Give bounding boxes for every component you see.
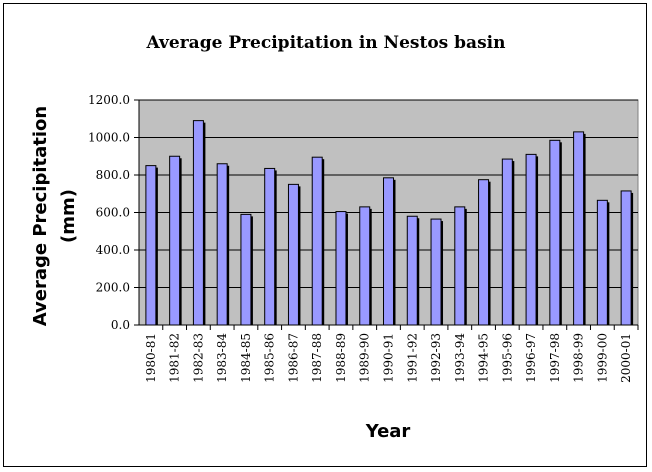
chart-title: Average Precipitation in Nestos basin [146, 33, 506, 53]
x-tick-label: 1982-83 [191, 333, 205, 383]
x-tick-label: 1984-85 [239, 333, 253, 383]
bar-1992-93 [430, 218, 442, 326]
y-axis-title-line2: (mm) [58, 189, 79, 243]
bar-1995-96 [501, 158, 513, 326]
bar-1997-98 [549, 139, 561, 326]
bar-2000-01 [620, 190, 632, 326]
plot-area: 0.0 200.0 400.0 600.0 800.0 1000.0 1200.0 1980-… [88, 93, 639, 383]
x-tick-label: 1985-86 [263, 333, 277, 383]
x-tick-label: 1992-93 [429, 333, 443, 383]
x-tick-label: 1987-88 [310, 333, 324, 383]
y-tick-label: 0.0 [111, 318, 130, 332]
y-tick-label: 200.0 [96, 281, 130, 295]
bar-1999-00 [596, 199, 608, 326]
y-tick-label: 800.0 [96, 168, 130, 182]
bar-1986-87 [287, 183, 299, 326]
x-tick-label: 1999-00 [595, 333, 609, 383]
bar-1996-97 [525, 153, 537, 326]
y-tick-label: 1000.0 [88, 131, 130, 145]
bar-1989-90 [359, 206, 371, 326]
bar-1990-91 [383, 177, 394, 326]
x-tick-label: 1990-91 [382, 333, 396, 383]
x-tick-label: 1991-92 [405, 333, 419, 383]
x-tick-label: 1996-97 [524, 333, 538, 383]
x-tick-label: 1994-95 [477, 333, 491, 383]
y-tick-label: 1200.0 [88, 93, 130, 107]
bar-1983-84 [216, 163, 228, 326]
bar-1994-95 [478, 179, 490, 326]
y-axis-title-line1: Average Precipitation [30, 106, 51, 327]
bar-1985-86 [264, 167, 276, 326]
bar-1993-94 [454, 206, 466, 326]
bar-1998-99 [573, 131, 585, 326]
bar-1991-92 [406, 215, 418, 326]
bar-1987-88 [311, 156, 323, 326]
x-tick-label: 1980-81 [144, 333, 158, 383]
x-tick-label: 1983-84 [215, 333, 229, 383]
bar-1981-82 [169, 155, 181, 326]
bar-1988-89 [335, 211, 347, 326]
x-tick-label: 1998-99 [572, 333, 586, 383]
bar-1982-83 [192, 120, 204, 326]
x-tick-label: 1988-89 [334, 333, 348, 383]
x-axis-title: Year [365, 421, 411, 442]
bar-1980-81 [145, 165, 157, 326]
x-tick-label: 1989-90 [358, 333, 372, 383]
y-tick-label: 400.0 [96, 243, 130, 257]
x-tick-label: 2000-01 [619, 333, 633, 383]
bar-1984-85 [240, 213, 252, 326]
x-tick-label: 1997-98 [548, 333, 562, 383]
y-tick-label: 600.0 [96, 206, 130, 220]
x-tick-label: 1995-96 [500, 333, 514, 383]
x-tick-label: 1986-87 [286, 333, 300, 383]
x-tick-label: 1993-94 [453, 333, 467, 383]
x-tick-label: 1981-82 [168, 333, 182, 383]
